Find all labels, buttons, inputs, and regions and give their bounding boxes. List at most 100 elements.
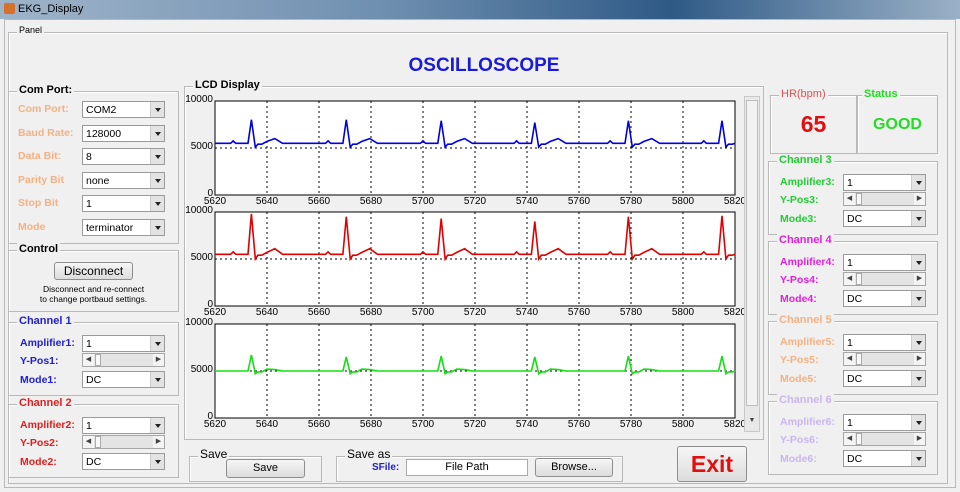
x-tick-label: 5680 (359, 196, 383, 207)
arrow-left-icon[interactable]: ◀ (844, 433, 855, 445)
amplifier-dropdown[interactable]: 1 (843, 334, 926, 351)
ypos-slider[interactable]: ◀ ▶ (843, 272, 926, 286)
lcd-display-group: LCD Display (184, 79, 764, 440)
x-tick-label: 5640 (255, 196, 279, 207)
chevron-down-icon[interactable] (150, 102, 164, 117)
com-field-dropdown[interactable]: 128000 (82, 124, 165, 142)
chevron-down-icon[interactable] (150, 125, 164, 141)
amplifier-dropdown[interactable]: 1 (843, 414, 926, 431)
chevron-down-icon[interactable] (911, 451, 925, 466)
channel-title: Channel 3 (777, 154, 834, 166)
ypos-slider[interactable]: ◀ ▶ (843, 432, 926, 446)
arrow-left-icon[interactable]: ◀ (844, 353, 855, 365)
lcd-scrollbar[interactable]: ▼ (744, 96, 760, 432)
x-tick-label: 5740 (515, 307, 539, 318)
ypos-slider[interactable]: ◀ ▶ (843, 352, 926, 366)
dropdown-value: DC (86, 456, 102, 468)
amplifier-dropdown[interactable]: 1 (82, 417, 165, 434)
dropdown-value: 1 (847, 417, 853, 429)
channel-title: Channel 6 (777, 394, 834, 406)
chevron-down-icon[interactable] (150, 172, 164, 188)
chevron-down-icon[interactable] (911, 211, 925, 226)
exit-button[interactable]: Exit (677, 446, 747, 482)
control-group-label: Control (17, 243, 61, 255)
dropdown-value: 1 (847, 257, 853, 269)
amplifier-dropdown[interactable]: 1 (843, 254, 926, 271)
chevron-down-icon[interactable] (911, 415, 925, 430)
arrow-left-icon[interactable]: ◀ (83, 436, 94, 448)
arrow-left-icon[interactable]: ◀ (83, 354, 94, 366)
chevron-down-icon[interactable] (150, 372, 164, 387)
dropdown-value: 1 (86, 198, 92, 210)
amplifier-label: Amplifier4: (780, 256, 835, 268)
chevron-down-icon[interactable] (150, 336, 164, 351)
com-field-dropdown[interactable]: COM2 (82, 101, 165, 118)
channel-title: Channel 1 (17, 315, 74, 327)
arrow-right-icon[interactable]: ▶ (914, 273, 925, 285)
amplifier-dropdown[interactable]: 1 (82, 335, 165, 352)
amplifier-dropdown[interactable]: 1 (843, 174, 926, 191)
scrollbar-thumb[interactable] (746, 100, 758, 406)
com-field-dropdown[interactable]: 1 (82, 195, 165, 212)
amplifier-label: Amplifier2: (20, 419, 75, 431)
x-tick-label: 5620 (203, 419, 227, 430)
chevron-down-icon[interactable] (911, 291, 925, 306)
mode-dropdown[interactable]: DC (843, 290, 926, 307)
chevron-down-icon[interactable] (911, 371, 925, 386)
chevron-down-icon[interactable] (911, 175, 925, 190)
com-field-dropdown[interactable]: 8 (82, 148, 165, 165)
ypos-slider[interactable]: ◀ ▶ (843, 192, 926, 206)
slider-thumb[interactable] (856, 273, 862, 285)
channel-2-group: Channel 2 (8, 397, 179, 478)
com-field-label: Mode (18, 220, 46, 233)
disconnect-button[interactable]: Disconnect (54, 262, 133, 280)
slider-thumb[interactable] (856, 353, 862, 365)
file-path-input[interactable]: File Path (406, 459, 528, 476)
ypos-slider[interactable]: ◀ ▶ (82, 435, 165, 449)
status-label: Status (862, 88, 900, 100)
com-field-label: Com Port: (18, 103, 69, 115)
mode-dropdown[interactable]: DC (843, 450, 926, 467)
control-group: Control (8, 243, 179, 312)
scroll-down-icon[interactable]: ▼ (748, 417, 756, 424)
mode-dropdown[interactable]: DC (82, 453, 165, 470)
arrow-left-icon[interactable]: ◀ (844, 273, 855, 285)
mode-dropdown[interactable]: DC (82, 371, 165, 388)
mode-dropdown[interactable]: DC (843, 370, 926, 387)
save-button[interactable]: Save (226, 459, 305, 478)
chevron-down-icon[interactable] (150, 454, 164, 469)
slider-thumb[interactable] (856, 433, 862, 445)
mode-dropdown[interactable]: DC (843, 210, 926, 227)
slider-thumb[interactable] (95, 436, 101, 448)
channel-title: Channel 5 (777, 314, 834, 326)
x-tick-label: 5660 (307, 307, 331, 318)
arrow-right-icon[interactable]: ▶ (914, 193, 925, 205)
slider-thumb[interactable] (856, 193, 862, 205)
x-tick-label: 5820 (723, 196, 747, 207)
slider-thumb[interactable] (95, 354, 101, 366)
com-field-dropdown[interactable]: terminator (82, 218, 165, 236)
y-tick-label: 10000 (185, 317, 213, 328)
com-field-dropdown[interactable]: none (82, 171, 165, 189)
arrow-right-icon[interactable]: ▶ (153, 354, 164, 366)
chevron-down-icon[interactable] (150, 149, 164, 164)
x-tick-label: 5780 (619, 307, 643, 318)
arrow-left-icon[interactable]: ◀ (844, 193, 855, 205)
ekg-trace-2 (215, 213, 736, 262)
chevron-down-icon[interactable] (911, 255, 925, 270)
x-tick-label: 5740 (515, 419, 539, 430)
browse-button[interactable]: Browse... (535, 458, 613, 477)
chevron-down-icon[interactable] (150, 219, 164, 235)
arrow-right-icon[interactable]: ▶ (914, 353, 925, 365)
x-tick-label: 5700 (411, 419, 435, 430)
amplifier-label: Amplifier6: (780, 416, 835, 428)
arrow-right-icon[interactable]: ▶ (153, 436, 164, 448)
chevron-down-icon[interactable] (150, 418, 164, 433)
ypos-label: Y-Pos5: (780, 354, 819, 366)
chevron-down-icon[interactable] (911, 335, 925, 350)
arrow-right-icon[interactable]: ▶ (914, 433, 925, 445)
ypos-slider[interactable]: ◀ ▶ (82, 353, 165, 367)
channel-5-group: Channel 5 (768, 314, 938, 395)
chevron-down-icon[interactable] (150, 196, 164, 211)
